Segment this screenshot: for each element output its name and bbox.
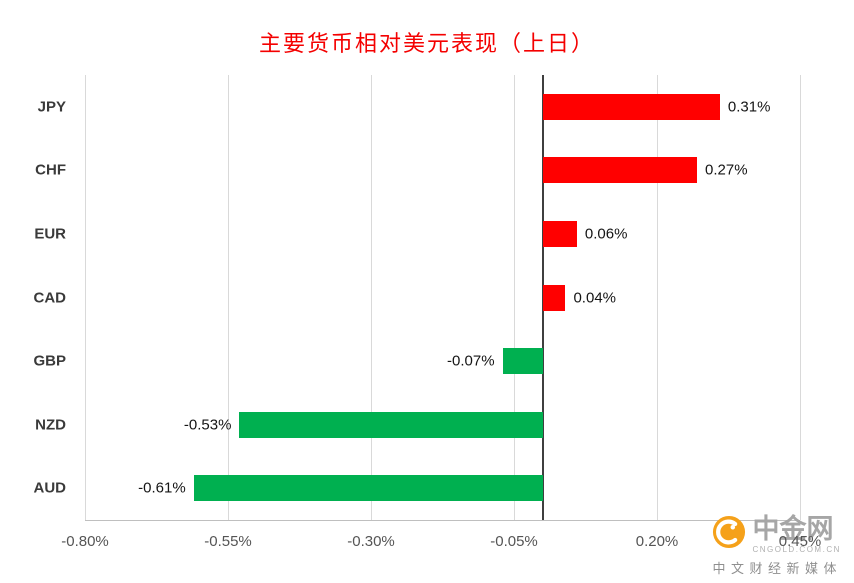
bar-value-label: 0.27% xyxy=(705,161,748,179)
plot-area: -0.80% -0.55% -0.30% -0.05% 0.20% 0.45% 0.31% 0… xyxy=(61,75,821,550)
gridline xyxy=(514,75,515,520)
gridline xyxy=(85,75,86,520)
gridline xyxy=(800,75,801,520)
x-tick-label: -0.05% xyxy=(490,533,538,550)
bar xyxy=(502,348,543,375)
bar xyxy=(542,93,720,120)
watermark: 中金网 CNGOLD.COM.CN 中文财经新媒体 xyxy=(712,515,842,577)
cngold-logo-icon xyxy=(712,515,746,554)
x-tick-label: -0.55% xyxy=(204,533,252,550)
bar-value-label: 0.31% xyxy=(727,98,771,116)
category-label: CHF xyxy=(35,161,66,179)
category-axis: JPY CHF EUR CAD GBP NZD AUD xyxy=(0,75,78,520)
x-tick-label: -0.80% xyxy=(61,533,109,550)
category-label: AUD xyxy=(33,479,67,497)
bar xyxy=(542,157,698,184)
category-label: EUR xyxy=(34,225,66,243)
x-tick-label: -0.30% xyxy=(347,533,395,550)
gridline xyxy=(228,75,229,520)
category-label: CAD xyxy=(33,289,67,306)
bar xyxy=(239,411,543,438)
chart-title: 主要货币相对美元表现（上日） xyxy=(258,31,595,56)
category-label: JPY xyxy=(37,98,66,116)
bar xyxy=(542,284,566,311)
gridline xyxy=(657,75,658,520)
category-label: NZD xyxy=(35,416,66,434)
bar-value-label: -0.53% xyxy=(183,416,232,434)
bar xyxy=(193,475,543,502)
gridline xyxy=(371,75,372,520)
x-tick-label: 0.45% xyxy=(778,533,822,550)
watermark-brand: 中金网 xyxy=(752,513,834,544)
watermark-tagline: 中文财经新媒体 xyxy=(712,561,842,576)
bar-value-label: 0.06% xyxy=(584,225,628,243)
category-label: GBP xyxy=(33,352,66,370)
bar-value-label: -0.61% xyxy=(138,479,186,497)
bar xyxy=(542,220,577,247)
bar-value-label: 0.04% xyxy=(573,289,617,306)
watermark-domain: CNGOLD.COM.CN xyxy=(752,544,841,554)
x-tick-label: 0.20% xyxy=(635,533,679,550)
bar-value-label: -0.07% xyxy=(447,352,495,370)
